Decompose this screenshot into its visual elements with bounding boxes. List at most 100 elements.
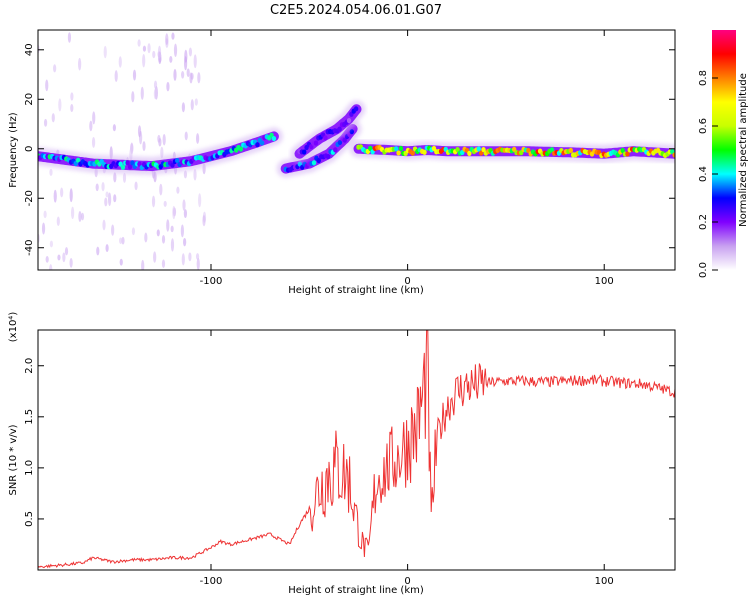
colorbar-tick-label: 0.2 (698, 214, 709, 230)
spectral-cell (174, 157, 180, 164)
spectrogram-speck (43, 118, 48, 127)
spectrogram-speck (69, 188, 73, 203)
y-tick-label: 2.0 (24, 358, 35, 374)
spectrogram-speck (163, 200, 167, 207)
spectrogram-speck (132, 69, 137, 81)
spectrogram-speck (69, 257, 73, 268)
spectral-cell (325, 153, 331, 160)
colorbar-tick-label: 0.6 (698, 118, 709, 134)
spectrogram-speck (196, 257, 200, 270)
spectrogram-speck (41, 222, 46, 235)
spectrogram-speck (186, 68, 190, 78)
snr-y-axis-label: SNR (10 * v/v) (8, 424, 19, 495)
spectrogram-panel: -100 0 100 -40 -20 0 20 40 Height of straight … (8, 29, 676, 296)
spectrogram-speck (151, 195, 156, 208)
spectrogram-speck (141, 259, 145, 270)
spectral-cell (259, 140, 265, 146)
spectral-cell (394, 146, 399, 152)
spectrogram-speck (45, 255, 49, 263)
spectrogram-speck (57, 254, 61, 261)
spectrogram-speck (70, 104, 74, 112)
spectrogram-speck (183, 56, 188, 71)
spectrogram-speck (112, 124, 116, 132)
spectrogram-speck (89, 120, 93, 132)
spectrogram-speck (137, 39, 141, 47)
spectrogram-speck (181, 253, 185, 266)
spectral-cell (396, 150, 401, 156)
spectrogram-speck (173, 68, 177, 81)
spectrogram-speck (56, 216, 60, 227)
spectrogram-speck (71, 206, 75, 220)
spectral-cell (271, 135, 277, 142)
spectrogram-speck (101, 182, 105, 192)
spectral-cell (410, 150, 415, 156)
spectrogram-speck (173, 43, 178, 57)
x-tick-label: -100 (200, 276, 223, 287)
spectrogram-y-axis-label: Frequency (Hz) (8, 112, 19, 188)
spectrogram-speck (147, 43, 151, 54)
colorbar: 0.0 0.2 0.4 0.6 0.8 Normalized spectral ampl… (698, 30, 749, 278)
spectral-cell (476, 146, 481, 152)
x-tick-label: 100 (595, 576, 614, 587)
spectrogram-speck (92, 111, 96, 125)
y-tick-label: 20 (24, 93, 35, 106)
colorbar-tick-label: 0.0 (698, 262, 709, 278)
spectrogram-speck (188, 252, 192, 262)
spectrogram-speck (170, 225, 174, 233)
spectral-cell (337, 139, 343, 146)
spectral-cell (127, 164, 133, 170)
spectrogram-speck (189, 72, 193, 84)
snr-x-axis-label: Height of straight line (km) (288, 585, 424, 596)
spectrogram-speck (70, 92, 74, 101)
spectrogram-speck (49, 264, 53, 270)
spectrogram-speck (113, 194, 117, 203)
spectral-cell (342, 137, 347, 143)
spectrogram-speck (190, 99, 194, 111)
y-tick-label: 0.5 (24, 511, 35, 527)
spectrogram-speck (195, 253, 200, 260)
spectrogram-speck (181, 102, 185, 113)
spectral-cell (316, 157, 321, 164)
snr-plot-area (38, 330, 675, 569)
spectrogram-speck (49, 240, 54, 248)
spectrogram-speck (140, 86, 144, 100)
spectrogram-speck (182, 199, 186, 211)
spectrogram-speck (134, 181, 138, 191)
spectrogram-speck (166, 219, 170, 232)
spectrogram-speck (157, 45, 162, 59)
spectrogram-speck (157, 134, 161, 143)
spectrogram-speck (102, 219, 106, 231)
spectrogram-speck (64, 247, 69, 256)
spectrogram-speck (160, 146, 164, 159)
spectrogram-speck (103, 45, 107, 59)
snr-panel: -100 0 100 0.5 1.0 1.5 2.0 Height of straight… (8, 312, 676, 596)
spectrogram-speck (176, 186, 180, 194)
y-tick-label: -40 (24, 240, 35, 256)
spectrogram-speck (121, 236, 125, 245)
spectrogram-speck (170, 238, 175, 252)
spectrogram-speck (153, 251, 157, 263)
spectrogram-speck (91, 136, 96, 148)
spectrogram-speck (53, 64, 57, 73)
spectrogram-speck (119, 258, 123, 266)
figure-title: C2E5.2024.054.06.01.G07 (270, 3, 442, 18)
spectrogram-speck (95, 183, 99, 192)
spectrogram-speck (122, 172, 127, 183)
spectrogram-speck (162, 133, 166, 146)
spectrogram-speck (45, 79, 49, 92)
spectrogram-speck (137, 125, 142, 138)
colorbar-ramp (712, 30, 736, 270)
spectrogram-x-axis-label: Height of straight line (km) (288, 285, 424, 296)
spectrogram-speck (193, 168, 197, 181)
spectrogram-speck (188, 47, 193, 57)
spectral-cell (625, 151, 630, 157)
spectral-cell (478, 150, 484, 156)
spectrogram-speck (181, 70, 185, 79)
spectrogram-speck (111, 224, 115, 236)
spectrogram-speck (104, 197, 108, 207)
spectrogram-speck (96, 246, 100, 256)
x-tick-label: -100 (200, 576, 223, 587)
snr-scale-label: (x10⁴) (8, 312, 19, 343)
spectrogram-speck (53, 189, 57, 203)
